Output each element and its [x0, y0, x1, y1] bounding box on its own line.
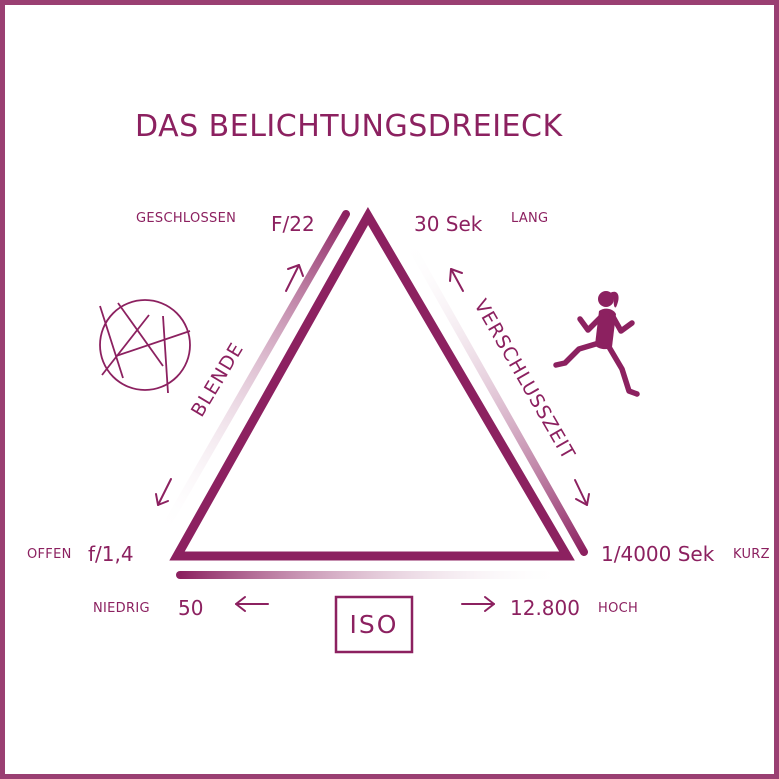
runner-icon — [553, 291, 640, 397]
arrow-down-right-icon — [574, 479, 590, 506]
aperture-closed-value: F/22 — [271, 212, 315, 236]
aperture-icon — [99, 299, 191, 394]
arrow-down-left-icon — [155, 478, 172, 506]
aperture-open-value: f/1,4 — [88, 542, 134, 566]
shutter-short-value: 1/4000 Sek — [601, 542, 715, 566]
aperture-closed-label: GESCHLOSSEN — [136, 211, 237, 226]
iso-high-value: 12.800 — [510, 596, 580, 620]
arrow-up-right-icon — [285, 264, 304, 292]
iso-low-value: 50 — [178, 596, 204, 620]
shutter-short-label: KURZ — [733, 547, 770, 562]
aperture-scale-bar — [154, 210, 350, 544]
iso-label: ISO — [350, 610, 399, 639]
shutter-long-value: 30 Sek — [414, 212, 483, 236]
aperture-side-label: BLENDE — [187, 339, 248, 421]
arrow-up-left-icon — [449, 268, 464, 292]
arrow-right-icon — [461, 596, 495, 612]
arrow-left-icon — [235, 596, 269, 612]
iso-high-label: HOCH — [598, 601, 639, 616]
iso-box — [334, 595, 414, 654]
shutter-long-label: LANG — [511, 211, 549, 226]
exposure-triangle — [169, 206, 575, 561]
aperture-open-label: OFFEN — [27, 547, 72, 562]
page-title: DAS BELICHTUNGSDREIECK — [135, 109, 563, 144]
shutter-scale-bar — [402, 233, 588, 556]
exposure-triangle-graphic: BLENDE VERSCHLUSSZEIT ISO — [99, 206, 640, 654]
iso-low-label: NIEDRIG — [93, 601, 150, 616]
